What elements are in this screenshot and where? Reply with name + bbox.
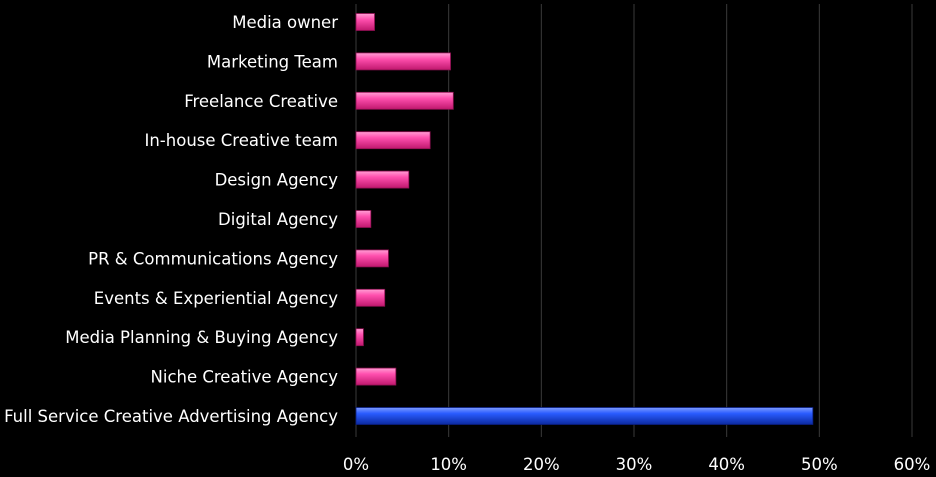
gridlines [355,4,913,437]
category-label: Media Planning & Buying Agency [65,328,338,347]
x-tick-label: 50% [801,455,838,474]
x-tick-label: 0% [343,455,369,474]
category-label: In-house Creative team [144,131,338,150]
bar [355,52,451,71]
category-label: Digital Agency [218,210,338,229]
bar [355,249,389,268]
category-label: Design Agency [215,171,339,190]
category-label: Niche Creative Agency [151,368,339,387]
bar [355,328,364,347]
x-tick-label: 10% [430,455,467,474]
bar [355,131,431,150]
bar [355,13,375,31]
category-label: PR & Communications Agency [88,249,338,268]
x-tick-label: 60% [894,455,931,474]
bar [355,288,386,307]
bar [355,367,397,386]
x-axis-ticks: 0% 10% 20% 30% 40% 50% 60% [343,455,930,474]
category-labels: Media owner Marketing Team Freelance Creat… [4,13,338,426]
category-label: Freelance Creative [184,92,338,111]
bar [355,407,814,425]
bar [355,91,454,110]
category-label: Marketing Team [207,52,338,71]
category-label: Events & Experiential Agency [94,289,338,308]
bars [355,13,814,425]
category-label: Full Service Creative Advertising Agency [4,407,338,426]
x-tick-label: 20% [523,455,560,474]
category-label: Media owner [232,13,338,32]
x-tick-label: 30% [616,455,653,474]
x-tick-label: 40% [708,455,745,474]
bar [355,210,372,228]
bar [355,170,410,189]
